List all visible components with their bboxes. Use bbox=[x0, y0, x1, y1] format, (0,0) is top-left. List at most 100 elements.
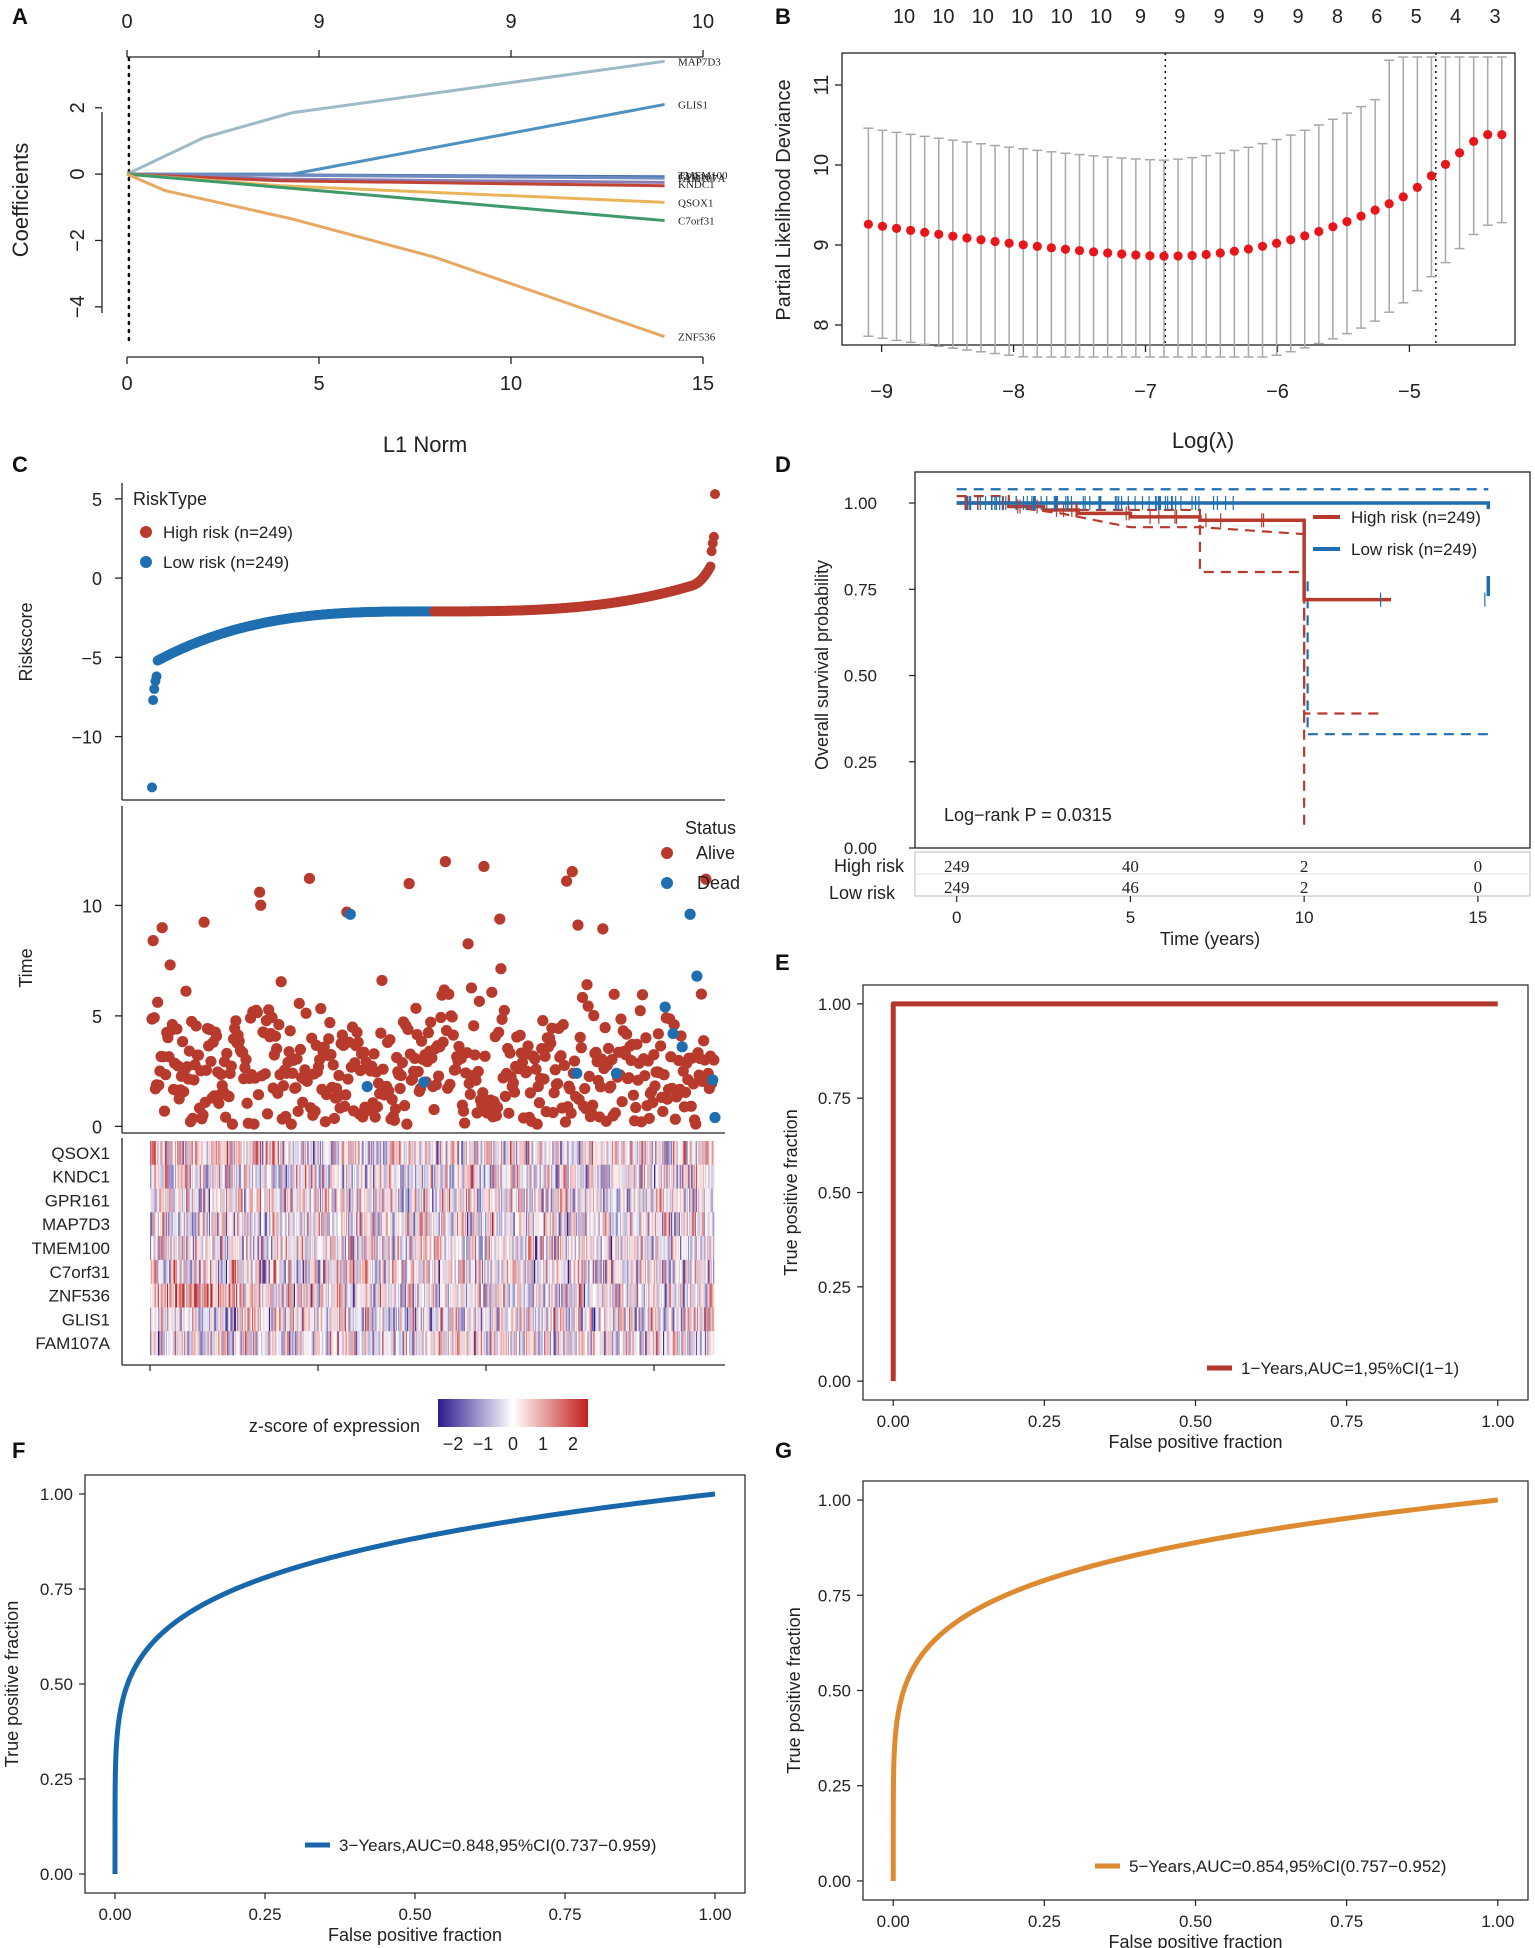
heatmap-cell bbox=[273, 1141, 275, 1166]
heatmap-cell bbox=[221, 1164, 223, 1189]
heatmap-cell bbox=[364, 1283, 366, 1308]
time-point-alive bbox=[225, 1060, 237, 1072]
heatmap-cell bbox=[404, 1212, 407, 1237]
heatmap-cell bbox=[275, 1141, 278, 1166]
heatmap-cell bbox=[161, 1307, 163, 1332]
heatmap-cell bbox=[524, 1259, 527, 1284]
heatmap-cell bbox=[652, 1188, 655, 1213]
heatmap-cell bbox=[238, 1236, 240, 1261]
y-tick-label: 9 bbox=[811, 239, 833, 250]
heatmap-cell bbox=[262, 1188, 264, 1213]
heatmap-cell bbox=[603, 1236, 605, 1261]
heatmap-cell bbox=[666, 1188, 668, 1213]
heatmap-cell bbox=[484, 1141, 486, 1166]
time-point-alive bbox=[277, 1080, 290, 1092]
heatmap-cell bbox=[528, 1236, 530, 1261]
heatmap-cell bbox=[159, 1259, 161, 1284]
heatmap-cell bbox=[339, 1164, 341, 1189]
heatmap-cell bbox=[452, 1259, 454, 1284]
heatmap-cell bbox=[439, 1164, 442, 1189]
heatmap-cell bbox=[353, 1236, 356, 1261]
time-point-alive bbox=[396, 1057, 408, 1069]
heatmap-cell bbox=[659, 1164, 662, 1189]
heatmap-cell bbox=[367, 1141, 369, 1166]
time-point-alive bbox=[254, 886, 266, 898]
heatmap-cell bbox=[669, 1188, 672, 1213]
heatmap-cell bbox=[409, 1212, 411, 1237]
heatmap-cell bbox=[276, 1283, 279, 1308]
heatmap-cell bbox=[327, 1236, 330, 1261]
heatmap-cell bbox=[528, 1164, 530, 1189]
heatmap-cell bbox=[318, 1164, 321, 1189]
heatmap-cell bbox=[248, 1259, 250, 1284]
heatmap-cell bbox=[154, 1259, 156, 1284]
heatmap-cell bbox=[230, 1307, 232, 1332]
heatmap-cell bbox=[328, 1259, 331, 1284]
heatmap-cell bbox=[334, 1307, 337, 1332]
heatmap-cell bbox=[220, 1307, 222, 1332]
heatmap-cell bbox=[362, 1307, 365, 1332]
heatmap-cell bbox=[456, 1188, 459, 1213]
heatmap-cell bbox=[589, 1212, 591, 1237]
heatmap-cell bbox=[382, 1236, 384, 1261]
heatmap-cell bbox=[620, 1212, 622, 1237]
heatmap-cell bbox=[306, 1188, 308, 1213]
heatmap-cell bbox=[306, 1236, 308, 1261]
heatmap-cell bbox=[427, 1164, 429, 1189]
time-point-alive bbox=[273, 1019, 285, 1031]
heatmap-cell bbox=[381, 1236, 383, 1261]
heatmap-cell bbox=[263, 1141, 265, 1166]
heatmap-cell bbox=[455, 1259, 458, 1284]
heatmap-cell bbox=[419, 1212, 421, 1237]
heatmap-cell bbox=[667, 1283, 669, 1308]
heatmap-cell bbox=[554, 1212, 556, 1237]
heatmap-cell bbox=[663, 1259, 665, 1284]
heatmap-cell bbox=[636, 1212, 639, 1237]
heatmap-cell bbox=[614, 1188, 616, 1213]
heatmap-cell bbox=[248, 1164, 250, 1189]
heatmap-cell bbox=[393, 1259, 395, 1284]
heatmap-cell bbox=[224, 1283, 227, 1308]
heatmap-cell bbox=[374, 1212, 376, 1237]
time-point-alive bbox=[156, 922, 168, 934]
heatmap-cell bbox=[298, 1307, 300, 1332]
heatmap-cell bbox=[383, 1164, 385, 1189]
heatmap-cell bbox=[257, 1188, 260, 1213]
heatmap-cell bbox=[227, 1307, 229, 1332]
top-tick-label: 6 bbox=[1371, 6, 1382, 28]
heatmap-cell bbox=[178, 1307, 180, 1332]
heatmap-cell bbox=[384, 1283, 386, 1308]
coef-label-gpr161: GPR161 bbox=[678, 171, 716, 183]
heatmap-cell bbox=[699, 1212, 701, 1237]
heatmap-cell bbox=[694, 1236, 697, 1261]
heatmap-cell bbox=[698, 1188, 700, 1213]
heatmap-cell bbox=[285, 1212, 288, 1237]
heatmap-cell bbox=[185, 1141, 187, 1166]
heatmap-cell bbox=[412, 1236, 415, 1261]
heatmap-cell bbox=[172, 1283, 175, 1308]
heatmap-cell bbox=[674, 1164, 676, 1189]
heatmap-cell bbox=[347, 1259, 349, 1284]
heatmap-cell bbox=[536, 1259, 538, 1284]
heatmap-cell bbox=[593, 1164, 596, 1189]
heatmap-cell bbox=[222, 1141, 224, 1166]
heatmap-cell bbox=[291, 1283, 293, 1308]
heatmap-cell bbox=[592, 1212, 595, 1237]
heatmap-cell bbox=[536, 1141, 538, 1166]
heatmap-cell bbox=[485, 1236, 487, 1261]
heatmap-cell bbox=[186, 1164, 188, 1189]
heatmap-cell bbox=[240, 1259, 243, 1284]
heatmap-cell bbox=[569, 1188, 571, 1213]
time-point-alive bbox=[661, 1093, 674, 1105]
heatmap-cell bbox=[270, 1236, 272, 1261]
heatmap-cell bbox=[357, 1236, 359, 1261]
heatmap-cell bbox=[383, 1141, 385, 1166]
time-point-alive bbox=[602, 1042, 615, 1055]
heatmap-cell bbox=[321, 1212, 323, 1237]
heatmap-cell bbox=[575, 1212, 578, 1237]
heatmap-cell bbox=[156, 1259, 159, 1284]
heatmap-cell bbox=[392, 1283, 394, 1308]
heatmap-cell bbox=[307, 1141, 309, 1166]
time-point-alive bbox=[679, 1086, 692, 1098]
heatmap-cell bbox=[361, 1283, 364, 1308]
